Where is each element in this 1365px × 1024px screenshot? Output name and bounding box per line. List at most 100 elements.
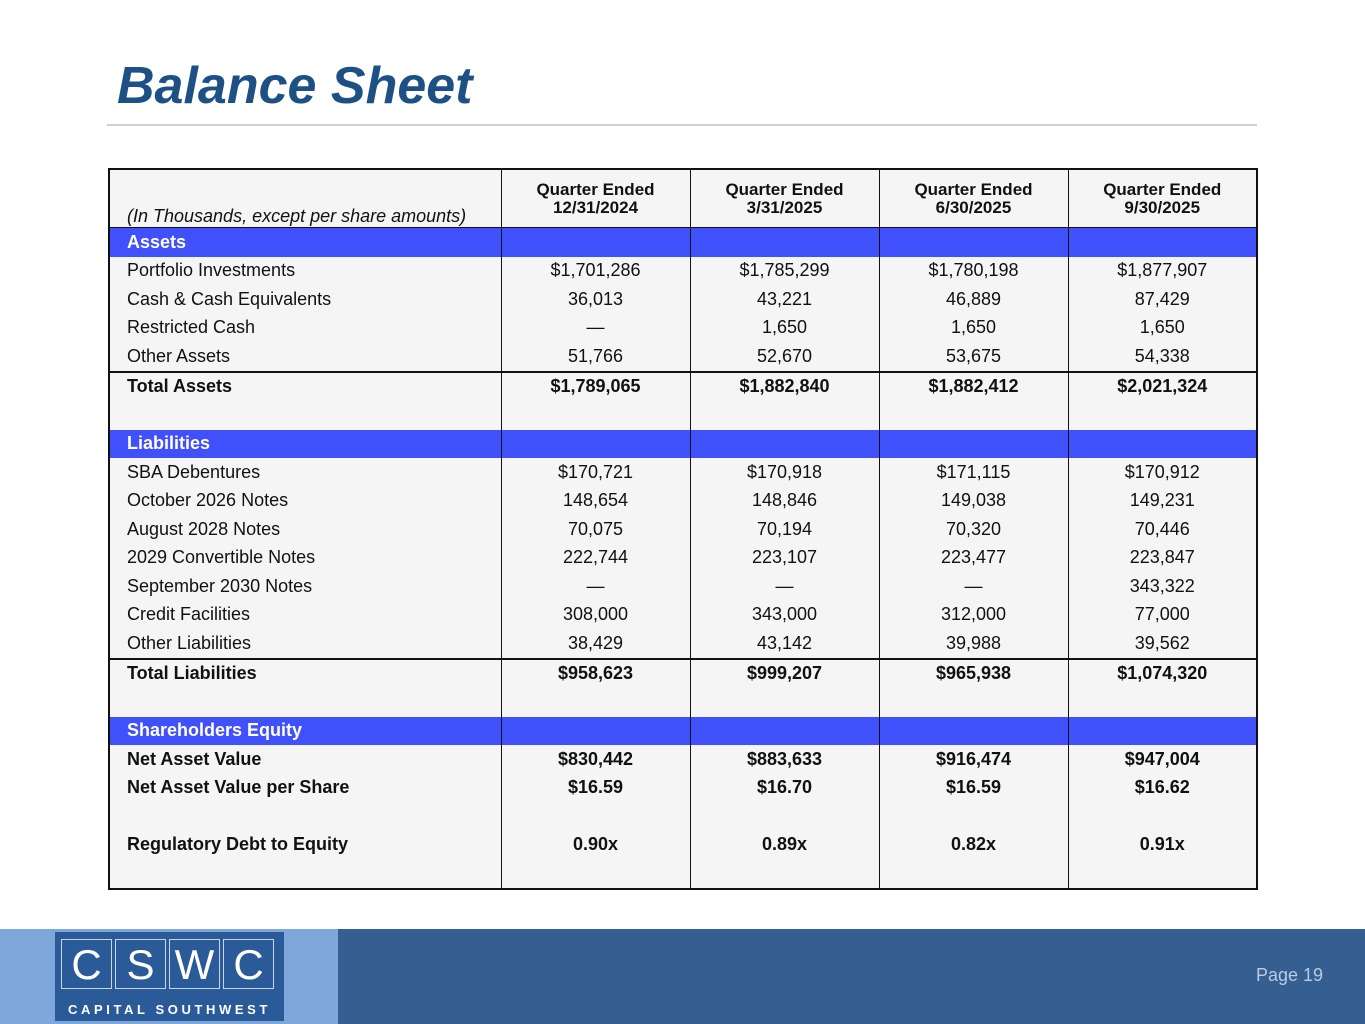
row-label: Net Asset Value: [108, 745, 502, 774]
cell-value: $1,882,412: [878, 370, 1069, 401]
column-date: 9/30/2025: [1124, 197, 1201, 217]
band-cell: [1067, 716, 1258, 745]
cell-value: $1,701,286: [500, 256, 691, 285]
band-cell: [689, 429, 880, 458]
empty-cell: [1067, 802, 1258, 831]
cell-value: $1,789,065: [500, 370, 691, 401]
empty-cell: [500, 802, 691, 831]
header-row: (In Thousands, except per share amounts)…: [108, 169, 1258, 228]
section-title: Assets: [108, 227, 502, 257]
cell-value: 148,846: [689, 486, 880, 515]
empty-cell: [500, 859, 691, 889]
cell-value: $16.59: [878, 773, 1069, 802]
cell-value: 38,429: [500, 629, 691, 659]
cell-value: —: [500, 572, 691, 601]
cell-value: 343,322: [1067, 572, 1258, 601]
empty-cell: [878, 859, 1069, 889]
cell-value: $170,918: [689, 458, 880, 487]
table-row: September 2030 Notes — — —343,322: [108, 572, 1258, 601]
section-band: Assets: [108, 227, 1258, 257]
cell-value: 223,107: [689, 543, 880, 572]
cell-value: 0.91x: [1067, 830, 1258, 859]
row-label: Other Liabilities: [108, 629, 502, 659]
empty-cell: [689, 802, 880, 831]
spacer-row: [108, 802, 1258, 831]
cell-value: 51,766: [500, 342, 691, 372]
table-row: Net Asset Value $830,442 $883,633 $916,474 $…: [108, 745, 1258, 774]
column-label: Quarter Ended: [725, 179, 844, 199]
row-label: Restricted Cash: [108, 313, 502, 342]
column-header: Quarter Ended 3/31/2025: [689, 169, 880, 228]
slide-title: Balance Sheet: [117, 57, 473, 115]
section-band: Liabilities: [108, 429, 1258, 458]
empty-cell: [1067, 859, 1258, 889]
row-label: Net Asset Value per Share: [108, 773, 502, 802]
title-rule: [107, 124, 1257, 126]
table-row: Other Liabilities 38,429 43,142 39,988 39,56…: [108, 629, 1258, 659]
row-label: Total Assets: [108, 370, 502, 401]
cell-value: $947,004: [1067, 745, 1258, 774]
cell-value: 149,231: [1067, 486, 1258, 515]
empty-cell: [878, 688, 1069, 717]
band-cell: [1067, 227, 1258, 257]
row-label: August 2028 Notes: [108, 515, 502, 544]
table-note: (In Thousands, except per share amounts): [108, 169, 502, 228]
empty-cell: [108, 688, 502, 717]
empty-cell: [1067, 401, 1258, 430]
cell-value: 52,670: [689, 342, 880, 372]
cell-value: 222,744: [500, 543, 691, 572]
row-label: SBA Debentures: [108, 458, 502, 487]
cell-value: $916,474: [878, 745, 1069, 774]
cell-value: 54,338: [1067, 342, 1258, 372]
cell-value: 39,988: [878, 629, 1069, 659]
table-row: Net Asset Value per Share $16.59 $16.70 $16…: [108, 773, 1258, 802]
empty-cell: [108, 802, 502, 831]
table-row: SBA Debentures $170,721 $170,918 $171,115 $1…: [108, 458, 1258, 487]
cell-value: $1,882,840: [689, 370, 880, 401]
band-cell: [689, 227, 880, 257]
row-label: Credit Facilities: [108, 600, 502, 629]
cell-value: $170,912: [1067, 458, 1258, 487]
cell-value: $999,207: [689, 657, 880, 688]
empty-cell: [1067, 688, 1258, 717]
cell-value: $1,780,198: [878, 256, 1069, 285]
table-row: October 2026 Notes 148,654 148,846 149,038 1…: [108, 486, 1258, 515]
cell-value: $830,442: [500, 745, 691, 774]
section-band: Shareholders Equity: [108, 716, 1258, 745]
table-row: 2029 Convertible Notes 222,744 223,107 223,…: [108, 543, 1258, 572]
cell-value: 46,889: [878, 285, 1069, 314]
empty-cell: [689, 859, 880, 889]
row-label: 2029 Convertible Notes: [108, 543, 502, 572]
band-cell: [878, 227, 1069, 257]
page-number: Page 19: [1255, 965, 1323, 985]
cell-value: $1,074,320: [1067, 657, 1258, 688]
cell-value: $16.62: [1067, 773, 1258, 802]
cell-value: —: [689, 572, 880, 601]
cell-value: $1,785,299: [689, 256, 880, 285]
balance-sheet-table: (In Thousands, except per share amounts)…: [108, 168, 1258, 890]
cell-value: —: [878, 572, 1069, 601]
column-date: 3/31/2025: [746, 197, 823, 217]
empty-cell: [878, 802, 1069, 831]
cell-value: $883,633: [689, 745, 880, 774]
cell-value: 223,847: [1067, 543, 1258, 572]
logo-name: CAPITAL SOUTHWEST: [68, 1002, 271, 1017]
table-row: Other Assets 51,766 52,670 53,675 54,338: [108, 342, 1258, 372]
row-label: September 2030 Notes: [108, 572, 502, 601]
cell-value: 149,038: [878, 486, 1069, 515]
cell-value: 39,562: [1067, 629, 1258, 659]
cell-value: $958,623: [500, 657, 691, 688]
empty-cell: [878, 401, 1069, 430]
cell-value: 223,477: [878, 543, 1069, 572]
row-label: Cash & Cash Equivalents: [108, 285, 502, 314]
table-row: Restricted Cash —1,650 1,650 1,650: [108, 313, 1258, 342]
cell-value: 148,654: [500, 486, 691, 515]
empty-cell: [500, 688, 691, 717]
spacer-row: [108, 859, 1258, 889]
cell-value: 1,650: [1067, 313, 1258, 342]
table-body: (In Thousands, except per share amounts)…: [108, 169, 1258, 889]
cell-value: 0.90x: [500, 830, 691, 859]
